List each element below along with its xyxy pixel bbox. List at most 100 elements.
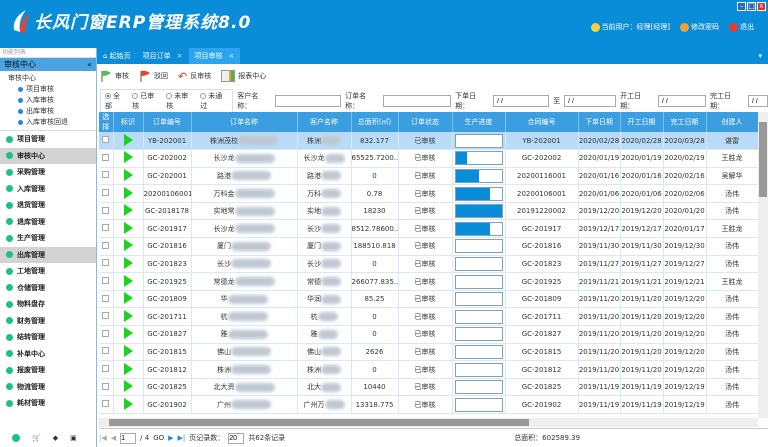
sidebar-item[interactable]: 报废管理 — [0, 362, 96, 379]
row-checkbox[interactable] — [102, 206, 110, 214]
table-row[interactable]: GC-201902 广州 广州万 13318.775 已审核 GC-201902 2019/… — [99, 395, 758, 414]
column-header[interactable]: 选择 — [99, 112, 114, 132]
table-row[interactable]: GC-201925 常德龙 常德 266077.835... 已审核 GC-201925 2… — [99, 272, 758, 291]
minimize-button[interactable]: – — [737, 2, 746, 11]
row-checkbox[interactable] — [102, 329, 110, 337]
table-row[interactable]: GC-201809 华华润 85.25 已审核 GC-201809 2019/11/20 2… — [99, 290, 758, 309]
sidebar-item[interactable]: 采购管理 — [0, 164, 96, 181]
status-radio[interactable]: 未审核 — [166, 92, 189, 110]
table-row[interactable]: GC-202002 长沙龙 长沙龙 65525.7200... 已审核 GC-202002… — [99, 149, 758, 168]
column-header[interactable]: 生产进度 — [452, 112, 506, 132]
sidebar-item[interactable]: 仓储管理 — [0, 280, 96, 297]
table-row[interactable]: 20200106001 万科金 万科 0.78 已审核 20200106001 2020/0… — [99, 184, 758, 203]
prev-page-button[interactable]: ◀ — [110, 434, 117, 442]
sidebar-item[interactable]: 工地管理 — [0, 263, 96, 280]
sidebar-item[interactable]: 审核中心 — [0, 147, 96, 164]
table-row[interactable]: GC-201711 杭杭 0 已审核 GC-201711 2019/11/20 2019/1… — [99, 307, 758, 327]
sidebar-item[interactable]: 出库管理 — [0, 246, 96, 263]
maximize-button[interactable]: □ — [747, 2, 756, 11]
table-row[interactable]: YB-202001 株洲茂校 株洲 832.177 已审核 YB-202001 2020/0… — [99, 132, 758, 151]
table-row[interactable]: GC-201816 厦门 厦门 188510.818 已审核 GC-201816 2019/… — [99, 237, 758, 256]
report-center-button[interactable]: 报表中心 — [221, 70, 266, 82]
cart-icon[interactable]: 🛒 — [32, 433, 41, 442]
row-checkbox[interactable] — [102, 189, 110, 197]
table-row[interactable]: GC-2018178 实地常 实地 18230 已审核 20191220002 2019/1… — [99, 202, 758, 221]
logout-link[interactable]: 退出 — [729, 22, 754, 32]
sidebar-item[interactable]: 财务管理 — [0, 313, 96, 330]
column-header[interactable]: 完工日期 — [663, 112, 707, 132]
column-header[interactable]: 下单日期 — [578, 112, 621, 132]
sidebar-section-header[interactable]: 审核中心 « — [0, 58, 96, 71]
reject-button[interactable]: 驳回 — [139, 70, 168, 82]
row-checkbox[interactable] — [102, 365, 110, 373]
table-row[interactable]: GC-201825 北大资 北大 10440 已审核 GC-201825 2019/11/1… — [99, 378, 758, 397]
go-button[interactable]: GO — [153, 434, 165, 442]
row-checkbox[interactable] — [102, 259, 110, 267]
table-row[interactable]: GC-201823 长沙 长沙 0 已审核 GC-201823 2019/11/27 2019… — [99, 255, 758, 274]
column-header[interactable]: 合同编号 — [505, 112, 579, 132]
start-date-input[interactable] — [658, 95, 707, 107]
tree-item[interactable]: 入库审核 — [8, 95, 96, 106]
unapprove-button[interactable]: ↶ 反审核 — [178, 69, 212, 83]
tab-menu-icon[interactable]: ▾ — [758, 52, 762, 60]
table-row[interactable]: GC-202001 路港 路港 0 已审核 20200116001 2020/01/16 20… — [99, 167, 758, 186]
page-input[interactable] — [120, 432, 137, 444]
row-checkbox[interactable] — [102, 277, 110, 285]
row-checkbox[interactable] — [102, 382, 110, 390]
order-date-to[interactable] — [564, 95, 617, 107]
tree-item[interactable]: 项目审核 — [8, 84, 96, 95]
column-header[interactable]: 客户名称 — [297, 112, 352, 132]
sidebar-item[interactable]: 物流管理 — [0, 379, 96, 396]
collapse-icon[interactable]: « — [87, 60, 92, 69]
sidebar-item[interactable]: 补单中心 — [0, 346, 96, 363]
tab-close-icon[interactable]: × — [176, 52, 183, 60]
customer-name-input[interactable] — [275, 95, 342, 107]
last-page-button[interactable]: ▶| — [177, 434, 186, 442]
status-radio[interactable]: 未通过 — [200, 92, 223, 110]
table-row[interactable]: GC-201827 雅雅 0 已审核 GC-201827 2019/11/20 2019/1… — [99, 325, 758, 344]
user-icon[interactable]: ▣ — [70, 433, 77, 442]
column-header[interactable]: 标识 — [113, 112, 144, 132]
tab-close-icon[interactable]: × — [228, 52, 235, 60]
row-checkbox[interactable] — [102, 400, 110, 408]
tab[interactable]: 项目审核 × — [188, 48, 241, 64]
horizontal-scrollbar[interactable] — [99, 418, 758, 427]
column-header[interactable]: 订单名称 — [191, 112, 298, 132]
order-date-from[interactable] — [493, 95, 550, 107]
approve-button[interactable]: 审核 — [100, 70, 129, 82]
row-checkbox[interactable] — [102, 153, 110, 161]
page-size-input[interactable] — [228, 432, 245, 444]
row-checkbox[interactable] — [102, 224, 110, 232]
sidebar-item[interactable]: 生产管理 — [0, 230, 96, 247]
sidebar-item[interactable]: 入库管理 — [0, 181, 96, 198]
table-row[interactable]: GC-201812 株洲 株洲 0 已审核 GC-201812 2019/11/20 2019… — [99, 360, 758, 379]
column-header[interactable]: 创建人 — [706, 112, 758, 132]
row-checkbox[interactable] — [102, 136, 110, 144]
tree-root[interactable]: 审核中心 — [8, 74, 36, 82]
tree-item[interactable]: 出库审核 — [8, 106, 96, 117]
table-row[interactable]: GC-201815 佛山 佛山 2626 已审核 GC-201815 2019/11/20 2… — [99, 343, 758, 362]
shortcut-icon[interactable] — [12, 433, 20, 442]
sidebar-item[interactable]: 退库管理 — [0, 214, 96, 231]
tab[interactable]: ⌂ 起始页 — [103, 52, 131, 60]
finish-date-input[interactable] — [747, 95, 768, 107]
status-radio[interactable]: 已审核 — [132, 92, 155, 110]
column-header[interactable]: 订单状态 — [398, 112, 453, 132]
vertical-scrollbar[interactable] — [758, 112, 768, 418]
sidebar-item[interactable]: 项目管理 — [0, 131, 96, 148]
close-button[interactable]: x — [757, 2, 766, 11]
change-password-link[interactable]: 修改密码 — [680, 22, 719, 32]
row-checkbox[interactable] — [102, 294, 110, 302]
row-checkbox[interactable] — [102, 347, 110, 355]
sidebar-item[interactable]: 耗材管理 — [0, 395, 96, 412]
table-row[interactable]: GC-201917 长沙龙 长沙 8512.78600... 已审核 GC-201917 2… — [99, 219, 758, 239]
tree-item[interactable]: 入库审核回退 — [8, 117, 96, 128]
order-name-input[interactable] — [383, 95, 452, 107]
row-checkbox[interactable] — [102, 171, 110, 179]
sidebar-item[interactable]: 退货管理 — [0, 197, 96, 214]
tab[interactable]: 项目订单 × — [142, 52, 183, 60]
tool-icon[interactable]: ◆ — [52, 433, 59, 442]
sidebar-item[interactable]: 物料盘存 — [0, 296, 96, 313]
row-checkbox[interactable] — [102, 312, 110, 320]
first-page-button[interactable]: |◀ — [99, 434, 107, 442]
